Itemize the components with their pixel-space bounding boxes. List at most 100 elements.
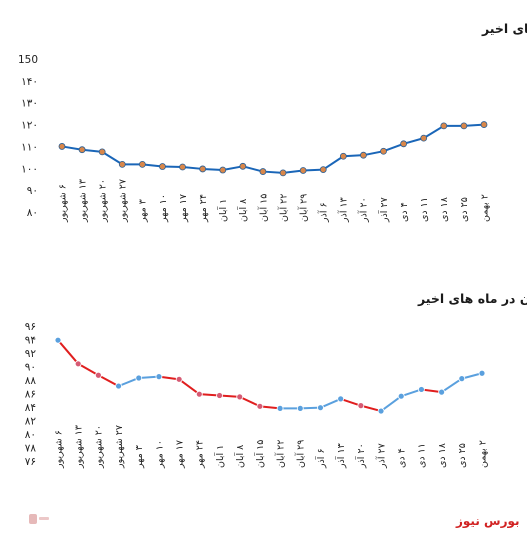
y-tick-label: ۸۸ — [25, 375, 37, 387]
series-line-segment — [322, 155, 345, 171]
y-tick-label: ۸۶ — [25, 389, 36, 401]
data-point — [58, 143, 66, 150]
series-line-segment — [178, 378, 201, 396]
y-tick-label: ۱۰۰ — [21, 163, 38, 175]
data-point — [480, 121, 488, 128]
data-point — [420, 134, 428, 142]
x-tick-label: ۱ آبان — [213, 445, 226, 468]
x-tick-label: ۲۷ شهریور — [114, 425, 125, 469]
y-tick-label: ۸۰ — [25, 429, 36, 441]
x-tick-label: ۲۵ دی — [457, 443, 468, 468]
chart-1-title: روند نرخ پلی پروپیلن پتروشیمی مارون در م… — [481, 21, 527, 36]
y-tick-label: ۹۲ — [25, 348, 37, 360]
data-point — [216, 392, 223, 399]
series-line-segment — [101, 150, 124, 166]
data-point — [400, 140, 408, 148]
data-point — [337, 395, 345, 403]
data-point — [460, 122, 468, 130]
x-tick-label: ۱ آبان — [216, 199, 229, 222]
x-tick-label: ۱۳ شهریور — [74, 425, 85, 469]
data-point — [199, 165, 207, 173]
series-line-segment — [400, 388, 423, 398]
data-point — [118, 160, 126, 168]
brand-logo-text: بورس نیوز — [456, 514, 520, 528]
x-tick-label: ۲۷ آذر — [377, 197, 390, 223]
x-tick-label: ۱۸ دی — [439, 197, 450, 222]
data-point — [195, 390, 203, 398]
chart-1: 150 ۱۴۰ ۱۳۰ ۱۲۰ ۱۱۰ ۱۰۰ ۹۰ ۸۰ ۶ شهریور ۱۳ شهریور ۲… — [18, 54, 490, 223]
x-tick-label: ۲۴ مهر — [195, 440, 206, 469]
series-line-segment — [319, 397, 342, 409]
data-point — [380, 147, 387, 155]
y-tick-label: ۸۰ — [27, 207, 38, 219]
x-tick-label: ۱۳ آذر — [337, 197, 350, 223]
data-point — [418, 386, 425, 393]
data-point — [440, 122, 448, 130]
series-line-segment — [77, 362, 100, 377]
y-tick-label: ۱۳۰ — [21, 98, 38, 110]
x-tick-label: ۶ آذر — [317, 202, 330, 223]
x-tick-label: ۲۵ دی — [459, 197, 470, 222]
y-tick-label: ۹۰ — [25, 362, 36, 374]
data-point — [256, 402, 264, 410]
data-point — [279, 169, 287, 177]
data-point — [78, 146, 86, 154]
data-point — [155, 373, 163, 381]
x-tick-label: ۱۷ مهر — [174, 440, 185, 469]
data-point — [115, 382, 122, 390]
x-tick-label: ۲ بهمن — [477, 440, 488, 468]
series-line-segment — [238, 395, 261, 408]
x-tick-label: ۲۲ آبان — [276, 194, 289, 222]
y-tick-label: ۹۴ — [25, 335, 36, 347]
chart-2-title: روند نرخ پلی اتیلن سنگین پتروشیمی مارون … — [417, 291, 527, 306]
data-point — [259, 168, 267, 175]
data-point — [236, 393, 244, 401]
x-tick-label: ۲۰ آذر — [357, 197, 370, 223]
x-tick-label: ۶ آذر — [314, 448, 327, 469]
y-tick-label: ۸۴ — [25, 402, 36, 414]
x-tick-label: ۱۱ دی — [419, 197, 430, 222]
series-line-segment — [402, 137, 425, 145]
x-tick-label: ۲۷ شهریور — [118, 179, 129, 223]
x-tick-label: ۱۵ آبان — [253, 440, 266, 468]
x-tick-label: ۶ شهریور — [57, 184, 68, 223]
x-tick-label: ۱۵ آبان — [256, 194, 269, 222]
data-point — [478, 369, 486, 377]
x-tick-label: ۲۰ شهریور — [94, 425, 105, 469]
data-point — [397, 392, 405, 400]
x-tick-label: ۲۲ آبان — [273, 440, 286, 468]
x-tick-label: ۴ دی — [399, 202, 410, 222]
x-tick-label: ۳ مهر — [134, 445, 145, 469]
series-line-segment — [382, 142, 405, 153]
data-point — [179, 163, 186, 171]
x-tick-label: ۴ دی — [397, 448, 408, 468]
data-point — [377, 407, 385, 415]
x-tick-label: ۱۳ آذر — [334, 443, 347, 469]
data-point — [317, 404, 324, 412]
y-tick-label: ۹۶ — [25, 321, 36, 333]
data-point — [357, 402, 365, 410]
y-tick-label: ۱۴۰ — [21, 76, 38, 88]
series-line-segment — [339, 397, 362, 407]
data-point — [296, 404, 304, 412]
y-tick-label: 150 — [18, 54, 38, 66]
series-line-segment — [57, 339, 80, 365]
series-line-segment — [241, 165, 264, 173]
y-tick-label: ۷۶ — [25, 456, 36, 468]
x-tick-label: ۲۹ آبان — [296, 194, 309, 222]
x-tick-label: ۲۰ شهریور — [98, 179, 109, 223]
data-point — [135, 374, 143, 382]
series-line-segment — [380, 395, 403, 413]
data-point — [458, 375, 466, 383]
data-point — [360, 151, 367, 159]
data-point — [159, 163, 166, 170]
x-tick-label: ۳ مهر — [138, 199, 149, 223]
x-tick-label: ۱۸ دی — [437, 443, 448, 468]
x-tick-label: ۲۴ مهر — [198, 194, 209, 223]
y-tick-label: ۱۱۰ — [21, 141, 38, 153]
x-tick-label: ۱۱ دی — [417, 443, 428, 468]
y-tick-label: ۱۲۰ — [21, 120, 38, 132]
y-tick-label: ۷۸ — [25, 443, 37, 455]
y-tick-label: ۸۲ — [25, 416, 37, 428]
